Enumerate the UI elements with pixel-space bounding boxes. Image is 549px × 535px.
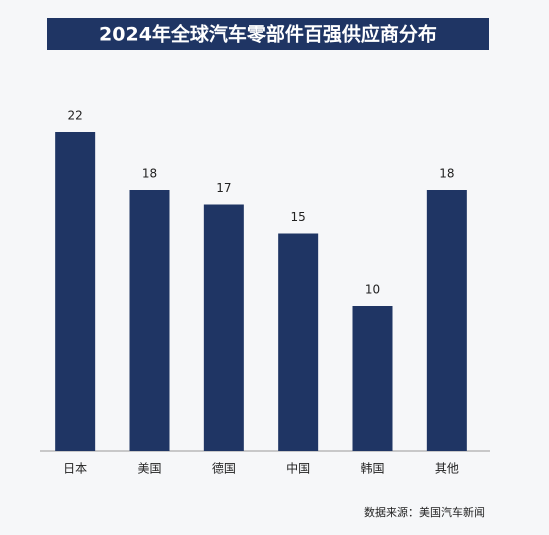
x-tick-label: 日本 <box>63 462 87 476</box>
value-label: 10 <box>365 283 380 297</box>
bar <box>426 190 467 451</box>
x-tick-label: 其他 <box>435 462 459 476</box>
bar <box>278 233 319 451</box>
bar <box>129 190 170 451</box>
value-label: 15 <box>291 210 306 224</box>
bar <box>203 204 244 451</box>
value-label: 17 <box>216 181 231 195</box>
value-label: 22 <box>68 109 83 123</box>
value-label: 18 <box>142 167 157 181</box>
title-banner <box>47 18 489 50</box>
chart-title: 2024年全球汽车零部件百强供应商分布 <box>99 23 437 46</box>
x-tick-label: 德国 <box>212 461 236 476</box>
source-note: 数据来源：美国汽车新闻 <box>364 505 485 519</box>
x-tick-label: 中国 <box>286 461 310 476</box>
x-tick-label: 美国 <box>137 462 161 476</box>
value-label: 18 <box>439 167 454 181</box>
x-tick-label: 韩国 <box>360 461 384 476</box>
bar <box>352 306 393 451</box>
bar <box>55 132 96 451</box>
